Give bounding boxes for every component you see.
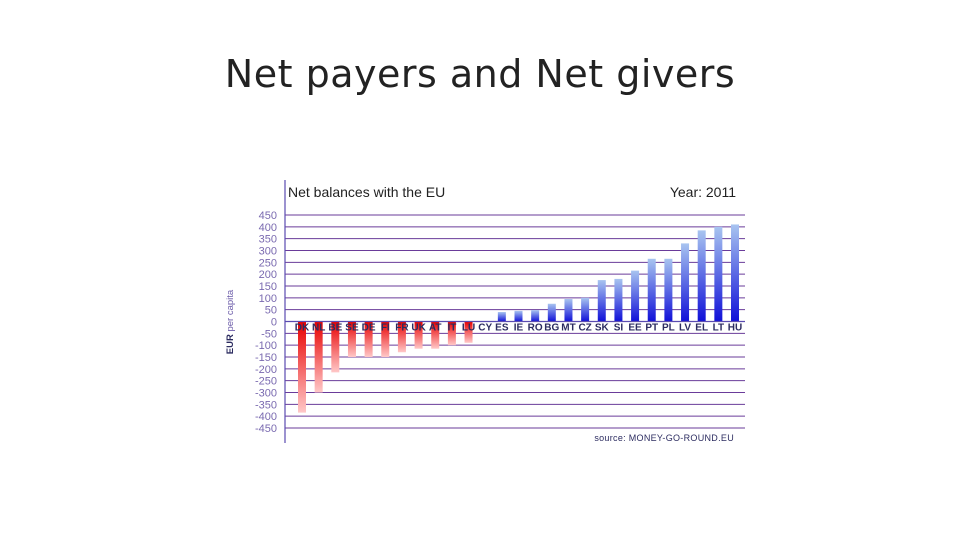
category-label: LT: [713, 323, 724, 334]
bar-sk: [597, 280, 606, 322]
y-tick-label: 250: [259, 257, 277, 269]
category-label: NL: [312, 323, 325, 334]
category-label: AT: [429, 323, 442, 334]
category-label: MT: [561, 323, 575, 334]
category-label: LU: [462, 323, 475, 334]
category-label: BG: [544, 323, 559, 334]
category-label: IT: [447, 323, 456, 334]
source-note: source: MONEY-GO-ROUND.EU: [594, 433, 734, 443]
chart-title: Net balances with the EU: [288, 184, 445, 200]
y-axis-label: EUR per capita: [225, 289, 236, 354]
bar-dk: [298, 321, 306, 413]
category-labels: DK NL BE SE DE FI FR UK AT IT LU CY ES IE RO BG MT CZ SK SI…: [295, 323, 742, 334]
y-tick-label: -100: [255, 340, 277, 352]
y-tick-label: 350: [259, 234, 277, 246]
category-label: ES: [495, 323, 509, 334]
category-label: SK: [595, 323, 610, 334]
bar-fr: [397, 321, 406, 353]
chart-year: Year: 2011: [670, 184, 736, 200]
bar-hu: [731, 224, 739, 322]
y-axis-label-unit: EUR: [225, 334, 236, 354]
y-tick-label: -350: [255, 399, 277, 411]
bar-ee: [631, 270, 640, 322]
bar-de: [364, 321, 373, 357]
y-axis-label-rest: per capita: [225, 289, 236, 334]
y-tick-label: -200: [255, 364, 277, 376]
bar-se: [347, 321, 356, 357]
bar-at: [431, 321, 440, 349]
category-label: IE: [514, 323, 524, 334]
bars: [298, 224, 739, 413]
bar-si: [614, 278, 623, 322]
category-label: UK: [411, 323, 426, 334]
y-tick-labels: 450400350300250200150100500-50-100-150-2…: [255, 210, 277, 435]
y-tick-label: -50: [261, 328, 277, 340]
bar-lt: [714, 226, 723, 322]
y-tick-label: -400: [255, 411, 277, 423]
bar-ro: [531, 310, 540, 322]
y-tick-label: 200: [259, 269, 277, 281]
bar-uk: [414, 321, 423, 349]
slide-title: Net payers and Net givers: [224, 52, 736, 96]
bar-ie: [464, 321, 473, 343]
axes: [284, 180, 745, 443]
y-tick-label: 50: [265, 305, 277, 317]
category-label: CY: [478, 323, 492, 334]
category-label: SI: [614, 323, 624, 334]
y-tick-label: 450: [259, 210, 277, 222]
category-label: DE: [362, 323, 376, 334]
bar-lu: [514, 310, 523, 322]
category-label: EE: [628, 323, 642, 334]
bar-pt: [647, 258, 656, 322]
bar-be: [331, 321, 340, 373]
y-tick-label: 150: [259, 281, 277, 293]
bar-fi: [381, 321, 390, 357]
y-tick-label: 0: [271, 317, 277, 329]
y-tick-label: 400: [259, 222, 277, 234]
bar-bg: [547, 303, 556, 322]
y-tick-label: 100: [259, 293, 277, 305]
category-label: FI: [381, 323, 390, 334]
category-label: CZ: [578, 323, 591, 334]
bar-mt: [564, 299, 573, 322]
y-tick-label: -450: [255, 423, 277, 435]
bar-es: [497, 312, 506, 322]
category-label: FR: [395, 323, 409, 334]
category-label: RO: [528, 323, 543, 334]
bar-it: [447, 321, 456, 346]
category-label: EL: [695, 323, 708, 334]
bar-cz: [581, 297, 590, 322]
category-label: SE: [345, 323, 359, 334]
y-tick-label: -150: [255, 352, 277, 364]
bar-nl: [314, 321, 323, 393]
category-label: PT: [645, 323, 658, 334]
bar-el: [697, 230, 706, 322]
bar-pl: [664, 258, 673, 322]
bar-lv: [681, 243, 690, 322]
y-tick-label: -300: [255, 388, 277, 400]
category-label: HU: [728, 323, 742, 334]
y-tick-label: -250: [255, 376, 277, 388]
category-label: DK: [295, 323, 310, 334]
category-label: LV: [679, 323, 691, 334]
category-label: BE: [328, 323, 342, 334]
category-label: PL: [662, 323, 675, 334]
y-tick-label: 300: [259, 246, 277, 258]
